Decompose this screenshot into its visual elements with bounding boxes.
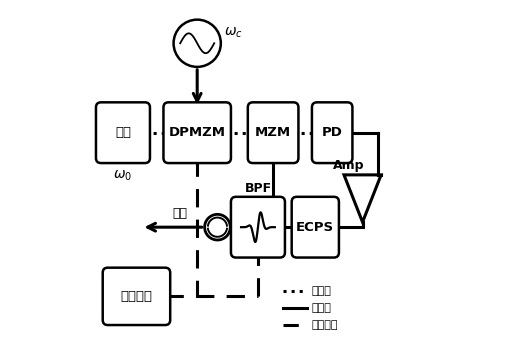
FancyBboxPatch shape — [103, 268, 170, 325]
FancyBboxPatch shape — [312, 102, 352, 163]
Text: MZM: MZM — [255, 126, 291, 139]
Circle shape — [205, 214, 230, 240]
Text: 控制模块: 控制模块 — [120, 290, 153, 303]
Text: Amp: Amp — [333, 158, 365, 172]
Text: $\omega_0$: $\omega_0$ — [114, 168, 133, 182]
FancyBboxPatch shape — [231, 197, 285, 258]
Text: BPF: BPF — [245, 182, 271, 195]
FancyBboxPatch shape — [248, 102, 298, 163]
Text: 电通道: 电通道 — [312, 303, 332, 313]
FancyBboxPatch shape — [292, 197, 339, 258]
FancyBboxPatch shape — [96, 102, 150, 163]
Text: ECPS: ECPS — [296, 221, 335, 234]
Text: 电压控制: 电压控制 — [312, 320, 338, 330]
FancyBboxPatch shape — [164, 102, 231, 163]
Text: DPMZM: DPMZM — [169, 126, 226, 139]
Text: 光通道: 光通道 — [312, 286, 332, 296]
Text: 光源: 光源 — [115, 126, 131, 139]
Text: PD: PD — [322, 126, 342, 139]
Text: 输出: 输出 — [173, 208, 188, 221]
Text: $\omega_c$: $\omega_c$ — [224, 26, 243, 40]
Circle shape — [174, 20, 221, 67]
